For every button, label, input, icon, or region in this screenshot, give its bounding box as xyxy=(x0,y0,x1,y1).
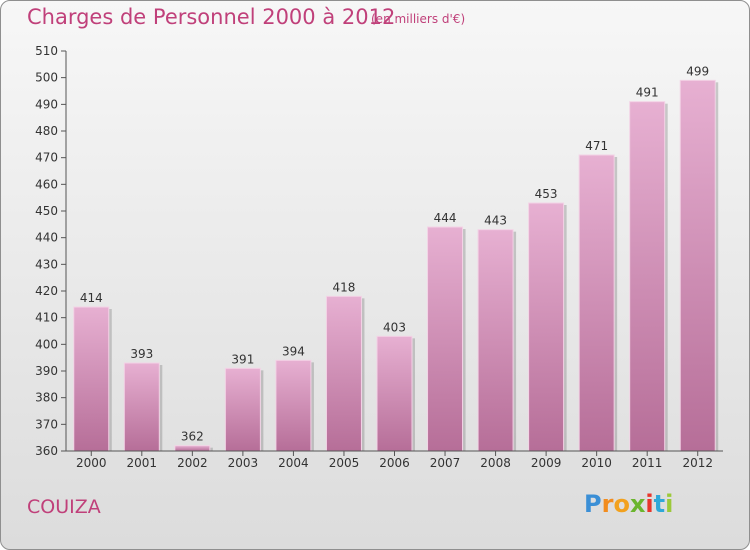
logo-letter: i xyxy=(665,490,674,518)
y-tick-label: 410 xyxy=(35,311,58,325)
chart-subtitle: (en milliers d'€) xyxy=(371,12,466,26)
bar xyxy=(477,229,514,452)
y-tick-label: 480 xyxy=(35,124,58,138)
bar xyxy=(376,335,413,452)
x-tick-label: 2008 xyxy=(480,456,511,470)
y-tick-label: 370 xyxy=(35,417,58,431)
x-tick-label: 2002 xyxy=(177,456,208,470)
logo-letter: x xyxy=(629,490,646,518)
axis-layer: 360 370 380 390 400 410 420 430 440 450 460 470 480 4… xyxy=(35,44,723,470)
data-label: 418 xyxy=(333,280,356,294)
data-label: 491 xyxy=(636,86,659,100)
y-tick-label: 440 xyxy=(35,231,58,245)
bar xyxy=(73,306,110,452)
y-tick-label: 450 xyxy=(35,204,58,218)
data-label: 391 xyxy=(231,352,254,366)
x-tick-label: 2011 xyxy=(632,456,663,470)
y-tick-label: 420 xyxy=(35,284,58,298)
y-tick-label: 500 xyxy=(35,71,58,85)
y-tick-label: 510 xyxy=(35,44,58,58)
data-label: 362 xyxy=(181,430,204,444)
x-tick-label: 2001 xyxy=(127,456,158,470)
bar xyxy=(123,362,160,452)
data-label: 471 xyxy=(585,139,608,153)
x-tick-label: 2004 xyxy=(278,456,309,470)
x-tick-label: 2005 xyxy=(329,456,360,470)
bar xyxy=(325,295,362,452)
logo-letter: o xyxy=(613,490,630,518)
data-label: 453 xyxy=(535,187,558,201)
y-tick-label: 360 xyxy=(35,444,58,458)
logo-letter: t xyxy=(653,490,666,518)
chart-title: Charges de Personnel 2000 à 2012 xyxy=(27,5,396,29)
data-label: 393 xyxy=(130,347,153,361)
bar xyxy=(427,226,464,452)
bar xyxy=(174,445,211,452)
y-tick-label: 470 xyxy=(35,151,58,165)
bar xyxy=(528,202,565,452)
data-label: 414 xyxy=(80,291,103,305)
y-tick-label: 460 xyxy=(35,177,58,191)
bar xyxy=(679,79,716,452)
bar xyxy=(275,359,312,452)
logo-letter: i xyxy=(645,490,654,518)
x-tick-label: 2012 xyxy=(682,456,713,470)
logo-letter: r xyxy=(601,490,614,518)
bar xyxy=(629,101,666,452)
x-tick-label: 2006 xyxy=(379,456,410,470)
bar xyxy=(578,154,615,452)
x-tick-label: 2003 xyxy=(228,456,259,470)
logo-letter: P xyxy=(584,490,602,518)
y-tick-label: 400 xyxy=(35,337,58,351)
x-tick-label: 2007 xyxy=(430,456,461,470)
bars-layer: 414 393 362 391 394 418 403 444 443 453 471 491 499 xyxy=(73,64,719,452)
commune-name: COUIZA xyxy=(27,496,101,518)
data-label: 394 xyxy=(282,344,305,358)
proxiti-logo: Proxiti xyxy=(584,490,673,518)
x-tick-label: 2010 xyxy=(581,456,612,470)
data-label: 444 xyxy=(434,211,457,225)
bar xyxy=(224,367,261,452)
data-label: 443 xyxy=(484,214,507,228)
data-label: 403 xyxy=(383,320,406,334)
y-tick-label: 390 xyxy=(35,364,58,378)
y-tick-label: 490 xyxy=(35,97,58,111)
x-tick-label: 2009 xyxy=(531,456,562,470)
x-tick-label: 2000 xyxy=(76,456,107,470)
data-label: 499 xyxy=(686,64,709,78)
y-tick-label: 430 xyxy=(35,257,58,271)
y-tick-label: 380 xyxy=(35,391,58,405)
